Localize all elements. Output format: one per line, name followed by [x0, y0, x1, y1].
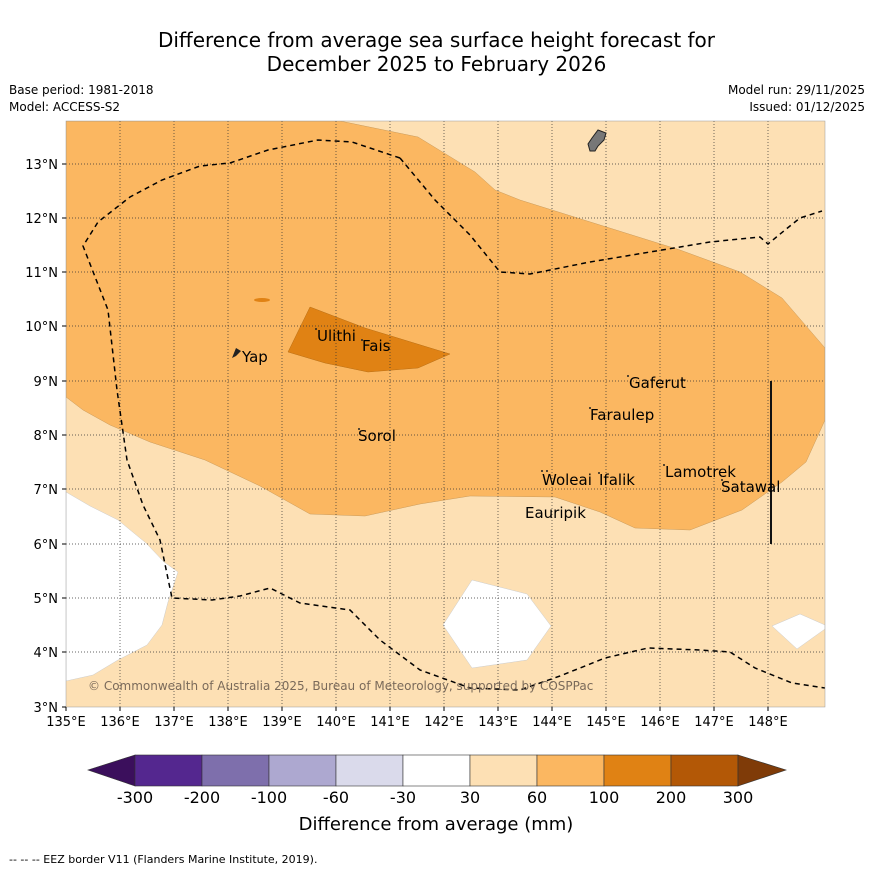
label-woleai: Woleai — [542, 471, 592, 489]
colorbar-tick-label: 300 — [723, 788, 754, 807]
model-name: Model: ACCESS-S2 — [9, 100, 121, 114]
base-period: Base period: 1981-2018 — [9, 83, 154, 97]
colorbar-swatch — [737, 754, 787, 787]
label-faraulep: Faraulep — [590, 406, 654, 424]
axis-ticks — [62, 163, 769, 711]
label-sorol: Sorol — [358, 427, 396, 445]
map-area: Yap Ulithi Fais Sorol Gaferut Faraulep L… — [66, 121, 825, 707]
colorbar-tick-label: -30 — [390, 788, 416, 807]
label-ifalik: Ifalik — [599, 471, 635, 489]
label-satawal: Satawal — [721, 478, 780, 496]
lon-label: 137°E — [154, 715, 194, 730]
eez-border-line — [82, 139, 825, 691]
lat-label: 7°N — [34, 483, 59, 498]
colorbar-title: Difference from average (mm) — [299, 814, 574, 835]
lon-label: 140°E — [316, 715, 356, 730]
lon-label: 136°E — [100, 715, 140, 730]
lat-label: 9°N — [34, 375, 59, 390]
colorbar-tick-label: 200 — [656, 788, 687, 807]
colorbar-swatch — [134, 754, 203, 787]
lon-label: 145°E — [586, 715, 626, 730]
label-fais: Fais — [362, 337, 391, 355]
label-eauripik: Eauripik — [525, 504, 586, 522]
model-run: Model run: 29/11/2025 — [727, 83, 865, 97]
colorbar-tick-label: 100 — [589, 788, 620, 807]
atoll-markers — [315, 328, 723, 481]
colorbar-swatch — [268, 754, 337, 787]
colorbar-tick-label: -60 — [323, 788, 349, 807]
colorbar-swatch — [87, 754, 136, 787]
map-title-line1: Difference from average sea surface heig… — [157, 28, 716, 52]
colorbar-swatch — [402, 754, 471, 787]
colorbar-swatch — [335, 754, 404, 787]
colorbar-tick-label: -300 — [117, 788, 153, 807]
issued-date: Issued: 01/12/2025 — [749, 100, 865, 114]
small-100-200-patch — [254, 298, 270, 302]
colorbar: -300 -200 -100 -60 -30 30 60 100 200 300… — [87, 754, 787, 835]
yap-island — [232, 348, 241, 358]
lat-label: 13°N — [25, 158, 58, 173]
lat-label: 4°N — [34, 646, 59, 661]
lon-label: 143°E — [478, 715, 518, 730]
guam-island — [587, 129, 607, 152]
copyright-notice: © Commonwealth of Australia 2025, Bureau… — [88, 679, 593, 693]
band-100-200 — [287, 306, 451, 373]
lat-label: 8°N — [34, 429, 59, 444]
colorbar-tick-label: 30 — [460, 788, 480, 807]
lon-label: 146°E — [640, 715, 680, 730]
lat-label: 3°N — [34, 701, 59, 716]
colorbar-swatch — [536, 754, 605, 787]
lon-label: 147°E — [694, 715, 734, 730]
lon-label: 135°E — [46, 715, 86, 730]
colorbar-swatch — [201, 754, 270, 787]
band-neutral-centre — [442, 579, 552, 669]
lon-label: 141°E — [370, 715, 410, 730]
colorbar-tick-label: -100 — [251, 788, 287, 807]
colorbar-swatch — [469, 754, 538, 787]
footer-note: -- -- -- EEZ border V11 (Flanders Marine… — [9, 853, 318, 866]
map-title-line2: December 2025 to February 2026 — [266, 52, 607, 76]
label-yap: Yap — [241, 348, 268, 366]
lon-label: 138°E — [208, 715, 248, 730]
band-60-100 — [66, 121, 825, 531]
graticule — [66, 121, 825, 707]
colorbar-tick-label: -200 — [184, 788, 220, 807]
lon-label: 139°E — [262, 715, 302, 730]
band-neutral-west — [66, 491, 179, 682]
label-lamotrek: Lamotrek — [665, 463, 736, 481]
label-gaferut: Gaferut — [629, 374, 686, 392]
map-frame — [65, 120, 826, 708]
lon-label: 148°E — [748, 715, 788, 730]
lat-label: 6°N — [34, 538, 59, 553]
lat-label: 5°N — [34, 592, 59, 607]
lat-label: 12°N — [25, 212, 58, 227]
lon-label: 142°E — [424, 715, 464, 730]
colorbar-tick-label: 60 — [527, 788, 547, 807]
lon-label: 144°E — [532, 715, 572, 730]
lat-label: 10°N — [25, 320, 58, 335]
band-neutral-east — [771, 613, 825, 650]
colorbar-swatch — [603, 754, 672, 787]
label-ulithi: Ulithi — [317, 327, 356, 345]
colorbar-swatch — [670, 754, 739, 787]
lat-label: 11°N — [25, 266, 58, 281]
